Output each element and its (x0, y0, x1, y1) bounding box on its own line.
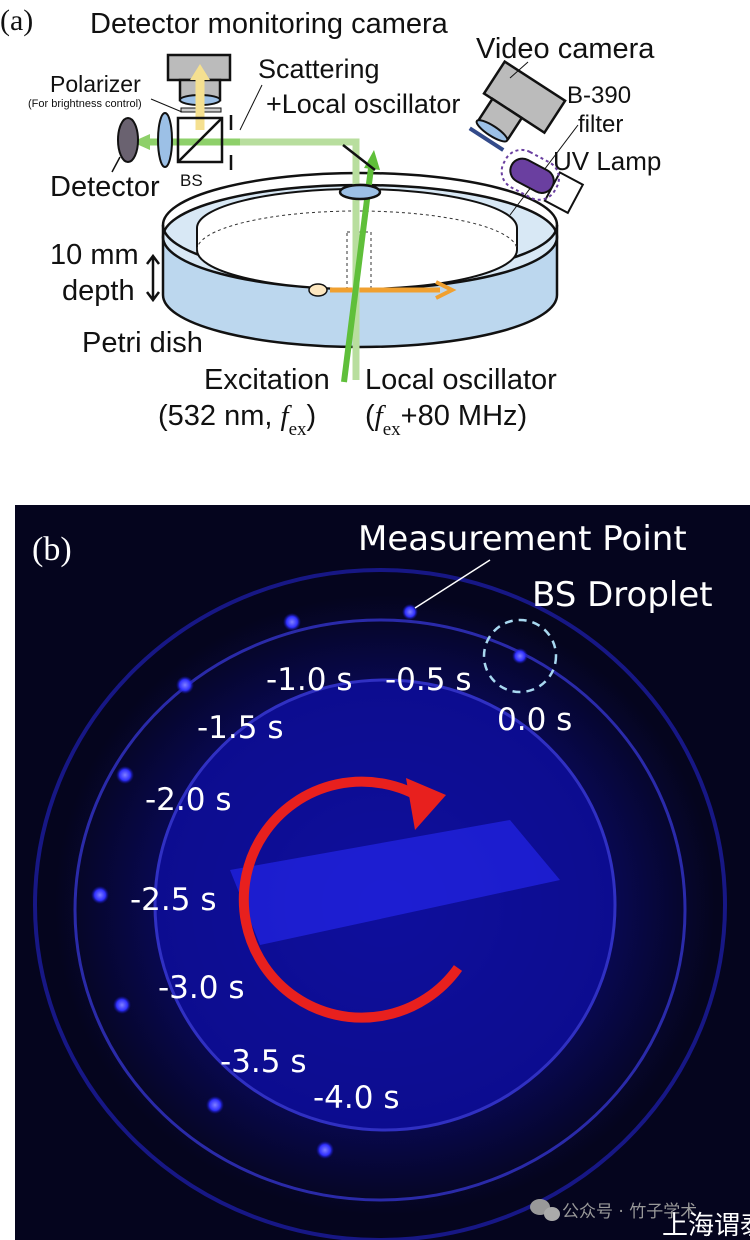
bs-droplet-label: BS Droplet (532, 575, 713, 615)
panel-a-label: (a) (0, 4, 33, 37)
time-label: -4.0 s (313, 1080, 400, 1116)
scattering-label: Scattering (258, 54, 380, 84)
droplet-trail (91, 604, 528, 1159)
droplet (308, 283, 328, 297)
time-label: -2.5 s (130, 882, 217, 918)
depth-word: depth (62, 275, 135, 307)
lens (338, 183, 382, 201)
detector-label: Detector (50, 171, 160, 203)
detector-icon (117, 117, 139, 163)
b390-label: B-390 (567, 82, 631, 109)
mirror (342, 144, 376, 171)
detector-camera-icon (166, 53, 232, 130)
rotation-arrow (238, 776, 463, 1023)
uv-lamp-icon (500, 148, 585, 215)
b390-filter-icon (468, 126, 505, 152)
time-label: 0.0 s (497, 702, 572, 738)
local-oscillator-label: Local oscillator (365, 364, 557, 396)
local-oscillator-params: (fex+80 MHz) (365, 400, 527, 440)
time-label: -3.0 s (158, 970, 245, 1006)
droplet-dot (176, 676, 194, 694)
panel-a: (a) Detector monitoring camera Video cam… (0, 4, 661, 440)
measurement-point-label: Measurement Point (358, 519, 687, 559)
laser-glow (230, 820, 560, 945)
droplet-0.0s (512, 648, 528, 664)
local-oscillator-beam-label: +Local oscillator (266, 89, 460, 119)
droplet-measurement (402, 604, 418, 620)
time-label: -2.0 s (145, 782, 232, 818)
panel-b: (b) Measurement Point BS Droplet 0.0 s -… (15, 505, 750, 1240)
panel-b-label: (b) (32, 531, 72, 568)
time-label: -1.0 s (266, 662, 353, 698)
dish-outer-rim (33, 568, 727, 1240)
video-camera-icon (468, 59, 567, 152)
measurement-pointer (414, 559, 491, 609)
droplet-dot (91, 886, 109, 904)
droplet-dot (116, 766, 134, 784)
dish-rim (73, 618, 687, 1202)
filter-label: filter (578, 111, 623, 138)
focus-lens (157, 112, 173, 168)
droplet-dot (206, 1096, 224, 1114)
wechat-icon (530, 1199, 560, 1221)
petri-dish-label: Petri dish (82, 327, 203, 359)
droplet-dot (283, 613, 301, 631)
uv-lamp-label: UV Lamp (553, 146, 661, 176)
depth-value: 10 mm (50, 239, 139, 271)
watermark-text: 公众号 · 竹子学术 (562, 1202, 697, 1222)
watermark-org: 上海谓泰 (662, 1211, 750, 1240)
beam-splitter-icon (176, 115, 233, 170)
time-label: -3.5 s (220, 1044, 307, 1080)
beam-arrow (132, 134, 150, 150)
petri-dish (161, 171, 559, 349)
droplet-dot (113, 996, 131, 1014)
video-camera-label: Video camera (476, 33, 655, 65)
bs-droplet-circle (482, 618, 558, 694)
time-label: -1.5 s (197, 710, 284, 746)
droplet-dot (316, 1141, 334, 1159)
depth-arrow (146, 253, 160, 303)
time-label: -0.5 s (385, 662, 472, 698)
polarizer-label: Polarizer (50, 71, 141, 97)
excitation-label: Excitation (204, 364, 330, 396)
polarizer-note: (For brightness control) (28, 98, 142, 110)
detector-camera-label: Detector monitoring camera (90, 8, 449, 40)
excitation-params: (532 nm, fex) (158, 400, 316, 440)
rotation-arrowhead (406, 778, 446, 830)
bs-label: BS (180, 171, 203, 190)
